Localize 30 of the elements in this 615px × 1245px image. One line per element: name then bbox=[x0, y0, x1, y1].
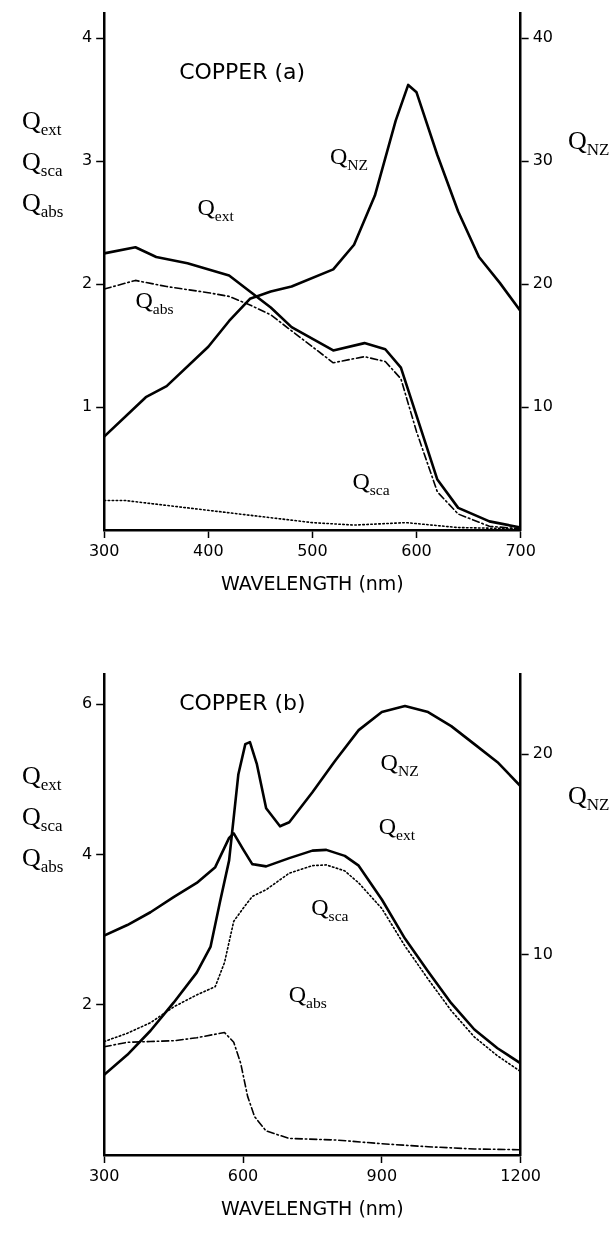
x-tick-label: 400 bbox=[193, 540, 224, 560]
x-tick-label: 700 bbox=[505, 540, 536, 560]
y-tick-label: 4 bbox=[81, 843, 93, 863]
text: COPPER (a) bbox=[179, 59, 306, 85]
x-tick-label: 300 bbox=[88, 1165, 120, 1185]
x-axis-title: WAVELENGTH (nm) bbox=[221, 571, 404, 594]
x-tick-label: 600 bbox=[227, 1165, 259, 1185]
y2-tick-label: 20 bbox=[532, 273, 553, 293]
y-tick-label: 4 bbox=[81, 27, 93, 47]
y2-tick-label: 10 bbox=[532, 396, 553, 416]
x-axis-title: WAVELENGTH (nm) bbox=[221, 1196, 404, 1219]
y2-tick-label: 10 bbox=[532, 943, 553, 963]
y-tick-label: 1 bbox=[81, 396, 93, 416]
y-tick-label: 2 bbox=[81, 993, 93, 1013]
y-tick-label: 3 bbox=[81, 150, 93, 170]
x-tick-label: 300 bbox=[88, 540, 120, 560]
x-tick-label: 900 bbox=[366, 1165, 398, 1185]
y-tick-label: 2 bbox=[81, 273, 93, 293]
y2-axis-title: Q$_{NZ}$ bbox=[568, 125, 610, 162]
y2-tick-label: 40 bbox=[532, 27, 553, 47]
y-axis-title: Q$_{ext}$ Q$_{sca}$ Q$_{abs}$ bbox=[22, 760, 65, 879]
y2-axis-title: Q$_{NZ}$ bbox=[568, 780, 610, 817]
y2-tick-label: 20 bbox=[532, 743, 553, 763]
y2-tick-label: 30 bbox=[532, 150, 553, 170]
x-tick-label: 1200 bbox=[500, 1165, 541, 1185]
y-axis-title: Q$_{ext}$ Q$_{sca}$ Q$_{abs}$ bbox=[22, 105, 65, 224]
x-tick-label: 600 bbox=[401, 540, 432, 560]
y-tick-label: 6 bbox=[81, 693, 93, 713]
x-tick-label: 500 bbox=[297, 540, 328, 560]
text: COPPER (b) bbox=[179, 689, 306, 715]
